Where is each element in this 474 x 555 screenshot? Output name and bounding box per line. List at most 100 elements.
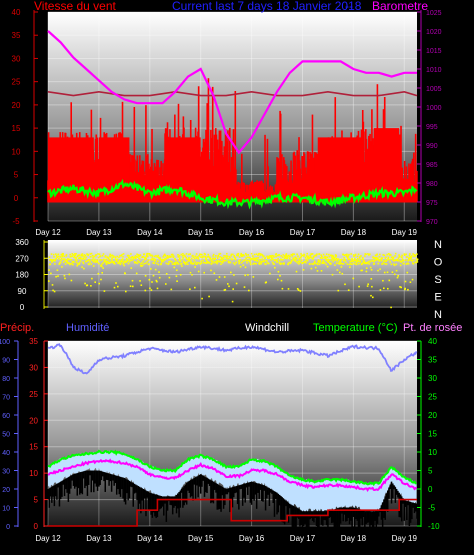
direction-dot: [357, 253, 360, 256]
direction-dot: [48, 256, 51, 258]
humidity-tick-label: 80: [2, 376, 10, 383]
direction-dot: [80, 257, 82, 259]
direction-dot: [138, 255, 141, 257]
direction-dot: [253, 262, 256, 265]
direction-dot: [393, 264, 396, 267]
direction-dot: [323, 257, 326, 259]
direction-dot: [112, 255, 115, 257]
direction-dot: [226, 252, 228, 255]
temp-day-label: Day 13: [86, 534, 112, 543]
direction-dot: [256, 257, 258, 259]
direction-dot: [310, 253, 313, 255]
direction-dot: [388, 258, 390, 261]
direction-dot: [334, 259, 336, 261]
direction-dot: [395, 263, 398, 266]
direction-dot: [145, 256, 148, 258]
direction-dot: [161, 258, 164, 261]
direction-dot: [298, 263, 300, 265]
direction-dot: [217, 254, 220, 257]
direction-dot: [382, 261, 385, 264]
direction-dot: [97, 272, 100, 275]
direction-dot: [126, 260, 128, 263]
direction-dot: [185, 257, 187, 259]
direction-dot: [342, 263, 345, 265]
direction-dot: [152, 259, 154, 261]
direction-dot: [365, 262, 367, 265]
direction-dot: [375, 259, 377, 261]
direction-dot: [87, 254, 89, 256]
direction-dot: [120, 261, 123, 263]
direction-dot: [314, 262, 317, 265]
direction-dot: [101, 272, 103, 274]
direction-dot: [134, 256, 136, 259]
direction-dot: [55, 275, 57, 278]
direction-dot: [353, 255, 355, 258]
direction-dot: [224, 255, 227, 257]
wind-day-label: Day 13: [86, 228, 112, 237]
direction-dot: [136, 256, 139, 258]
direction-dot: [316, 270, 319, 272]
direction-dot: [228, 285, 230, 288]
temperature-line: [47, 449, 417, 487]
direction-dot: [358, 262, 360, 265]
direction-dot: [143, 253, 146, 255]
direction-dot: [199, 263, 202, 265]
direction-dot: [382, 254, 384, 256]
direction-dot: [197, 270, 200, 273]
direction-dot: [193, 257, 196, 260]
direction-dot: [398, 254, 400, 256]
direction-dot: [79, 256, 81, 259]
direction-dot: [244, 266, 247, 269]
direction-dot: [207, 261, 210, 263]
direction-dot: [208, 295, 210, 298]
direction-dot: [111, 254, 114, 257]
direction-dot: [240, 254, 242, 257]
direction-dot: [78, 262, 81, 264]
direction-dot: [228, 255, 231, 258]
precip-label: Précip.: [0, 322, 34, 334]
direction-dot: [276, 260, 278, 263]
direction-dot: [186, 263, 189, 265]
direction-dot: [233, 255, 235, 257]
direction-dot: [147, 259, 150, 261]
direction-dot: [249, 263, 252, 266]
direction-dot: [107, 257, 110, 260]
direction-dot: [54, 259, 56, 262]
direction-dot: [187, 253, 190, 256]
direction-dot: [311, 263, 313, 265]
direction-dot: [339, 271, 341, 274]
direction-dot: [394, 273, 396, 276]
direction-dot: [68, 258, 71, 261]
direction-dot: [407, 259, 409, 262]
direction-dot: [74, 254, 76, 257]
direction-dot: [235, 261, 238, 264]
direction-dot: [165, 258, 167, 260]
direction-dot: [187, 258, 189, 261]
direction-dot: [243, 254, 245, 257]
direction-dot: [86, 259, 89, 262]
baro-tick-label: 1025: [426, 10, 442, 17]
direction-dot: [127, 254, 129, 257]
direction-dot: [378, 260, 380, 262]
direction-dot: [142, 260, 144, 263]
direction-dot: [130, 257, 133, 259]
direction-dot: [106, 260, 109, 263]
direction-dot: [394, 252, 397, 255]
direction-dot: [241, 255, 243, 257]
direction-dot: [230, 253, 233, 256]
humidity-label: Humidité: [66, 322, 109, 334]
direction-dot: [254, 259, 256, 262]
direction-dot: [183, 254, 186, 257]
direction-dot: [73, 261, 75, 263]
direction-dot: [110, 261, 112, 264]
direction-dot: [61, 266, 63, 268]
direction-dot: [312, 263, 315, 265]
direction-dot: [385, 263, 388, 265]
direction-dot: [285, 253, 288, 255]
wind-axis-title: Vitesse du vent: [34, 0, 116, 13]
direction-dot: [128, 260, 131, 263]
direction-dot: [328, 255, 331, 258]
direction-dot: [247, 254, 249, 256]
direction-dot: [96, 259, 99, 261]
direction-dot: [65, 255, 67, 257]
